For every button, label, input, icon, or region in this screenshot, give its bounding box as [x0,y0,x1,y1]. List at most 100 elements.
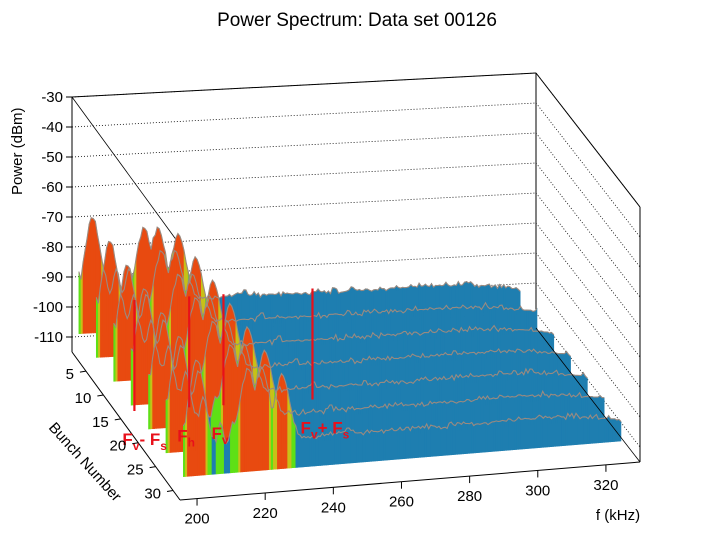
y-tick-label: 5 [66,366,74,383]
gridline [535,72,641,208]
surface-patch [551,416,554,447]
surface-patch [608,414,612,443]
surface-patch [362,431,366,463]
surface-patch [84,238,88,334]
surface-patch [318,435,321,466]
surface-patch [373,431,376,462]
axis-ticks: -30-40-50-60-70-80-90-100-11051015202530… [33,89,618,528]
surface-patch [387,429,391,461]
surface-patch [483,422,487,453]
surface-patch [559,415,562,447]
surface-patch [500,419,503,452]
surface-patch [536,414,540,449]
surface-patch [587,414,591,444]
surface-patch [367,429,370,462]
surface-patch [250,372,254,472]
gridline [71,162,537,188]
surface-patch [495,420,499,452]
gridline [71,72,537,98]
surface-patch [256,374,260,471]
surface-patch [418,425,421,458]
surface-patch [485,422,489,453]
surface-patch [375,431,378,462]
surface-patch [594,413,597,444]
surface-patch [385,429,389,461]
surface-patch [252,382,256,472]
surface-patch [516,416,520,450]
surface-patch [507,285,511,312]
z-tick-label: -40 [41,119,63,136]
z-tick-label: -70 [41,209,63,226]
surface-patch [405,426,409,459]
surface-patch [592,415,595,444]
bunch-trace [165,335,605,418]
surface-patch [262,369,266,471]
surface-patch [360,431,364,463]
surface-patch [479,423,483,453]
z-tick-label: -50 [41,149,63,166]
surface-patch [461,421,464,455]
surface-patch [242,378,245,473]
surface-patch [510,418,513,451]
surface-patch [553,416,556,447]
surface-patch [389,427,393,461]
surface-patch [248,368,252,472]
surface-patch [582,371,586,399]
surface-patch [545,415,548,448]
x-axis-label: f (kHz) [596,507,640,524]
surface-patch [352,429,356,464]
surface-patch [301,435,305,468]
surface-patch [506,418,509,451]
surface-patch [589,414,593,444]
surface-patch [481,422,485,453]
surface-patch [191,366,194,477]
gridline [71,222,537,248]
surface-patch [424,423,427,458]
surface-patch [93,217,96,334]
surface-patch [563,415,567,446]
surface-patch [502,420,505,451]
surface-patch [566,350,569,377]
surface-patch [422,425,425,458]
surface-patch [477,423,481,453]
surface-patch [305,436,309,467]
surface-patch [95,297,99,358]
gridline [71,102,537,128]
bunch-trace [130,288,571,371]
surface-patch [354,432,358,463]
surface-patch [303,435,307,468]
x-tick-label: 220 [253,505,278,522]
surface-patch [127,265,131,381]
surface-patch [457,422,460,455]
surface-patch [88,217,92,334]
z-tick-label: -100 [33,299,63,316]
surface-patch [90,217,94,334]
surface-patch [561,416,565,447]
surface-patch [448,421,452,456]
surface-patch [391,427,395,460]
surface-patch [444,426,448,456]
gridline [71,132,537,158]
gridline [71,252,537,278]
bunch-trace [78,216,521,300]
surface-patch [512,420,515,451]
surface-patch [397,426,401,460]
z-tick-label: -60 [41,179,63,196]
surface-patch [432,425,436,457]
surface-patch [162,312,166,429]
surface-patch [407,426,411,459]
surface-patch [139,295,142,405]
surface-patch [119,285,123,382]
surface-patch [515,286,519,312]
surface-patch [297,433,301,468]
y-tick [97,394,104,397]
surface-patch [326,433,329,466]
surface-patch [369,429,372,462]
surface-patch [436,425,440,457]
surface-patch [530,418,534,449]
marker-label: Fv+ Fs [300,418,349,441]
surface-patch [522,417,526,450]
surface-patch [416,425,419,458]
y-tick [149,466,156,469]
surface-patch [577,415,581,445]
